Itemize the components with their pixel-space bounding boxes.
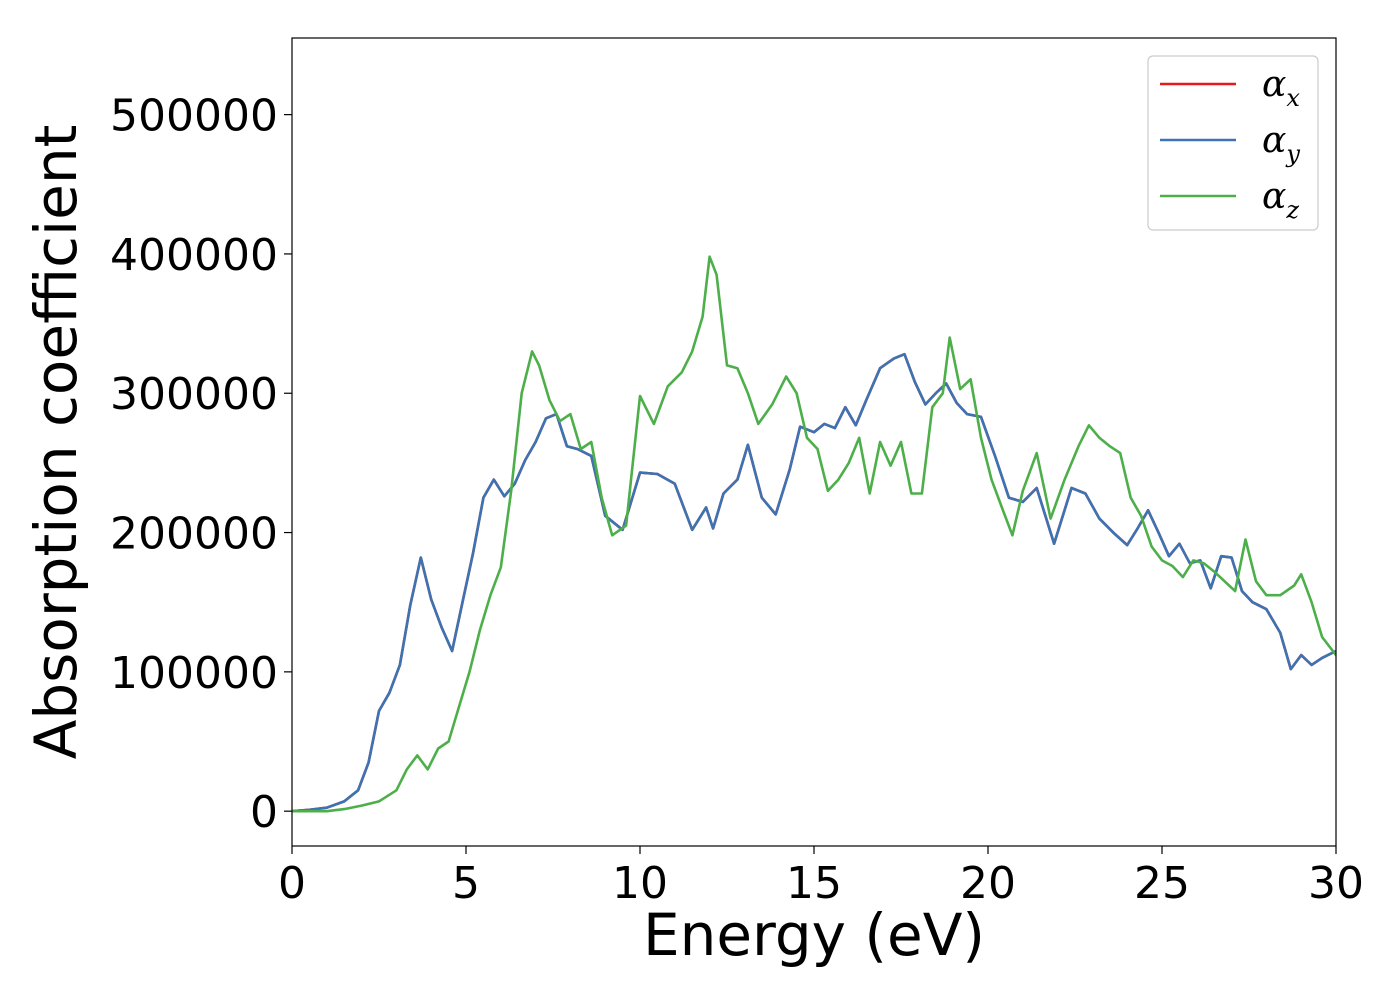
- y-tick-label: 0: [250, 787, 278, 838]
- y-tick-label: 400000: [110, 230, 278, 281]
- x-tick-label: 20: [960, 858, 1016, 909]
- legend-box: [1147, 55, 1319, 231]
- series-layer: [292, 255, 1336, 813]
- x-tick-label: 25: [1134, 858, 1190, 909]
- y-tick-label: 500000: [110, 91, 278, 142]
- series-line-y: [292, 352, 1336, 813]
- x-axis-title: Energy (eV): [643, 901, 985, 969]
- x-axis: 0 5 10 15 20 25 30: [278, 846, 1364, 909]
- y-axis-title: Absorption coefficient: [22, 125, 90, 760]
- x-tick-label: 0: [278, 858, 306, 909]
- y-tick-label: 300000: [110, 369, 278, 420]
- y-tick-label: 100000: [110, 648, 278, 699]
- x-tick-label: 5: [452, 858, 480, 909]
- y-tick-label: 200000: [110, 509, 278, 560]
- y-axis: 0 100000 200000 300000 400000 500000: [110, 91, 292, 838]
- series-line-z: [292, 255, 1336, 813]
- x-tick-label: 30: [1308, 858, 1364, 909]
- x-tick-label: 15: [786, 858, 842, 909]
- x-tick-label: 10: [612, 858, 668, 909]
